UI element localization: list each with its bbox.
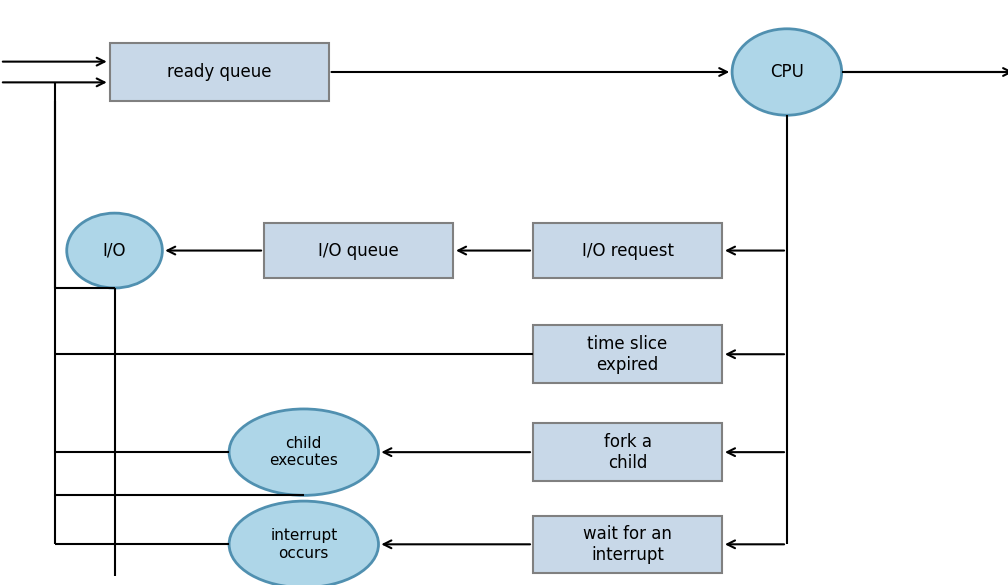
Text: CPU: CPU <box>770 63 803 81</box>
Ellipse shape <box>229 501 378 585</box>
FancyBboxPatch shape <box>264 223 454 278</box>
Text: child
executes: child executes <box>269 436 339 469</box>
Text: I/O queue: I/O queue <box>319 242 399 260</box>
Text: wait for an
interrupt: wait for an interrupt <box>583 525 672 564</box>
Ellipse shape <box>229 409 378 495</box>
FancyBboxPatch shape <box>533 223 722 278</box>
Text: interrupt
occurs: interrupt occurs <box>270 528 338 560</box>
Text: I/O: I/O <box>103 242 126 260</box>
FancyBboxPatch shape <box>533 424 722 481</box>
Text: I/O request: I/O request <box>582 242 673 260</box>
Ellipse shape <box>732 29 842 115</box>
Text: ready queue: ready queue <box>167 63 271 81</box>
FancyBboxPatch shape <box>533 515 722 573</box>
FancyBboxPatch shape <box>110 43 329 101</box>
FancyBboxPatch shape <box>533 325 722 383</box>
Text: time slice
expired: time slice expired <box>588 335 667 374</box>
Text: fork a
child: fork a child <box>604 433 651 472</box>
Ellipse shape <box>67 213 162 288</box>
